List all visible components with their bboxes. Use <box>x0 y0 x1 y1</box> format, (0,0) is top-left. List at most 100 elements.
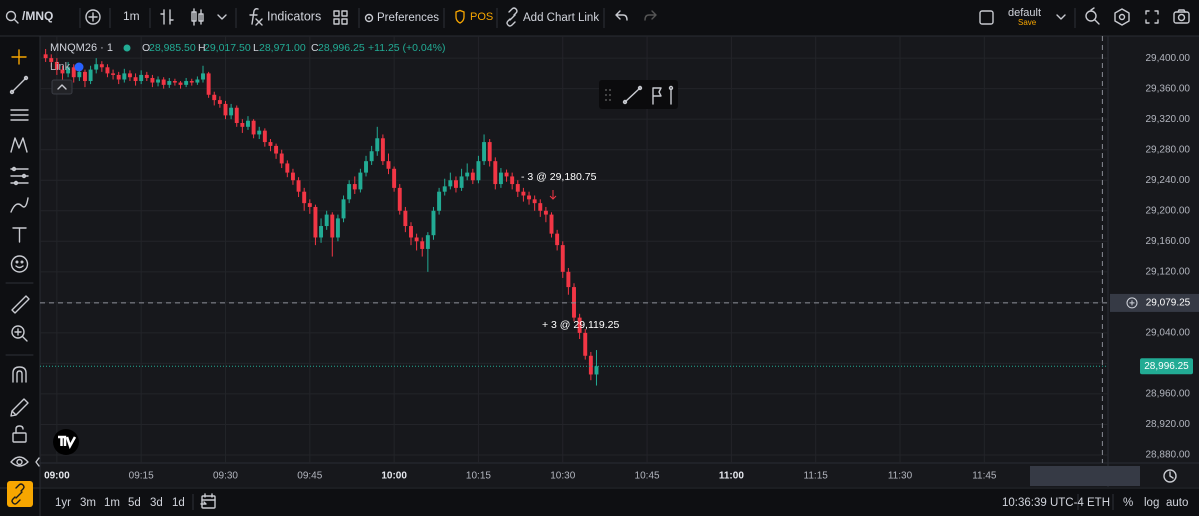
snapshot[interactable] <box>1173 9 1190 24</box>
x-tick-label: 09:15 <box>129 471 154 482</box>
session-label[interactable]: ETH <box>1087 497 1110 509</box>
tv-logo[interactable] <box>53 429 79 455</box>
candle-body <box>240 123 245 127</box>
candle-body <box>555 233 560 246</box>
candle-body <box>88 69 93 82</box>
change-value: +11.25 (+0.04%) <box>368 42 445 54</box>
fullscreen[interactable] <box>1145 10 1159 24</box>
log-label[interactable]: log <box>1144 497 1159 509</box>
auto-label[interactable]: auto <box>1166 497 1188 509</box>
redo[interactable] <box>644 10 657 21</box>
undo[interactable] <box>615 10 628 21</box>
indicators-button[interactable]: Indicators <box>249 8 321 26</box>
candle-body <box>527 195 531 200</box>
layouts-button[interactable] <box>333 10 348 25</box>
percent-label[interactable]: % <box>1123 497 1133 509</box>
candle-body <box>386 161 391 169</box>
left-toolbar <box>5 49 40 507</box>
collapse-icon[interactable] <box>57 84 67 90</box>
crosshair-add[interactable] <box>1126 297 1138 309</box>
preferences-button[interactable]: Preferences <box>364 12 440 24</box>
indicators-label[interactable]: Indicators <box>267 9 321 23</box>
add-symbol[interactable] <box>85 9 101 25</box>
lock-draw-tool[interactable] <box>10 398 29 417</box>
floating-toolbar-bg <box>599 80 678 109</box>
range-button[interactable]: 1d <box>172 497 185 509</box>
ohlc-label: O <box>142 42 150 54</box>
trendline-tool[interactable] <box>9 75 29 95</box>
link-tool[interactable] <box>7 481 33 507</box>
last-price-label: 28,996.25 <box>1144 361 1189 372</box>
preferences-label[interactable]: Preferences <box>377 12 439 24</box>
range-button[interactable]: 1yr <box>55 497 71 509</box>
ruler-tool[interactable] <box>11 295 30 314</box>
candle-body <box>127 73 132 78</box>
last-price-box <box>1140 358 1193 375</box>
drag-handle[interactable] <box>605 89 611 101</box>
interval[interactable]: 1m <box>123 9 140 23</box>
candle-body <box>285 163 290 173</box>
candle-body <box>583 332 588 356</box>
candles <box>43 48 599 386</box>
chart-link-button[interactable]: Add Chart Link <box>506 7 599 27</box>
candle-body <box>358 172 363 190</box>
candle-body <box>577 317 582 333</box>
candle-body <box>392 168 397 188</box>
y-tick-label: 29,120.00 <box>1146 266 1191 277</box>
range-button[interactable]: 3d <box>150 497 163 509</box>
candle-body <box>246 120 250 127</box>
bar-type[interactable] <box>160 9 174 25</box>
settings[interactable] <box>1114 8 1130 26</box>
link-label[interactable]: Link <box>50 61 71 73</box>
candle-body <box>482 142 487 162</box>
save-label[interactable]: Save <box>1018 18 1037 27</box>
x-tick-label: 11:30 <box>888 471 913 482</box>
gann-tool[interactable] <box>10 166 29 186</box>
range-button[interactable]: 1m <box>104 497 120 509</box>
lock-tool[interactable] <box>12 425 27 443</box>
layout-checkbox[interactable] <box>979 10 994 25</box>
pos-button[interactable]: POS <box>455 9 493 24</box>
float-flag[interactable] <box>652 87 662 105</box>
chart-link-label[interactable]: Add Chart Link <box>523 12 599 24</box>
crosshair-tool[interactable] <box>11 49 27 65</box>
candle-body <box>54 61 59 70</box>
symbol[interactable]: /MNQ <box>22 9 53 23</box>
date-range-button[interactable] <box>200 493 216 509</box>
candle-body <box>257 130 262 135</box>
y-tick-label: 28,960.00 <box>1146 389 1191 400</box>
y-tick-label: 29,280.00 <box>1146 144 1191 155</box>
crosshair-add-plus[interactable] <box>1129 300 1135 306</box>
candle-body <box>352 184 357 190</box>
x-tick-label: 11:00 <box>719 471 744 482</box>
zoom-tool[interactable] <box>11 325 28 342</box>
text-tool[interactable] <box>12 227 27 243</box>
candle-body <box>487 142 492 162</box>
search-button[interactable]: /MNQ <box>5 9 54 24</box>
fib-tool[interactable] <box>10 109 29 121</box>
float-trendline[interactable] <box>622 85 643 105</box>
candle-type[interactable] <box>191 8 204 26</box>
collapse-legend[interactable] <box>51 79 73 95</box>
layout-name[interactable]: default <box>1008 7 1041 19</box>
emoji-tool[interactable] <box>10 255 29 273</box>
range-button[interactable]: 3m <box>80 497 96 509</box>
float-marker[interactable] <box>668 85 674 105</box>
chevron[interactable] <box>217 14 227 20</box>
candle-body <box>498 172 503 185</box>
candle-body <box>549 214 554 234</box>
collapse-arrow[interactable] <box>35 457 40 467</box>
layout-chevron[interactable] <box>1056 14 1066 20</box>
time-settings[interactable] <box>1163 469 1177 483</box>
brush-tool[interactable] <box>10 197 29 213</box>
range-button[interactable]: 5d <box>128 497 141 509</box>
candle-body <box>324 214 329 227</box>
candle-body <box>144 74 149 78</box>
x-tick-label: 09:00 <box>44 471 70 482</box>
visibility-tool[interactable] <box>10 456 29 467</box>
magnet-tool[interactable] <box>12 366 27 383</box>
pattern-tool[interactable] <box>10 137 28 153</box>
quick-search[interactable] <box>1085 7 1100 25</box>
candle-body <box>234 107 239 124</box>
pos-label[interactable]: POS <box>470 11 493 23</box>
